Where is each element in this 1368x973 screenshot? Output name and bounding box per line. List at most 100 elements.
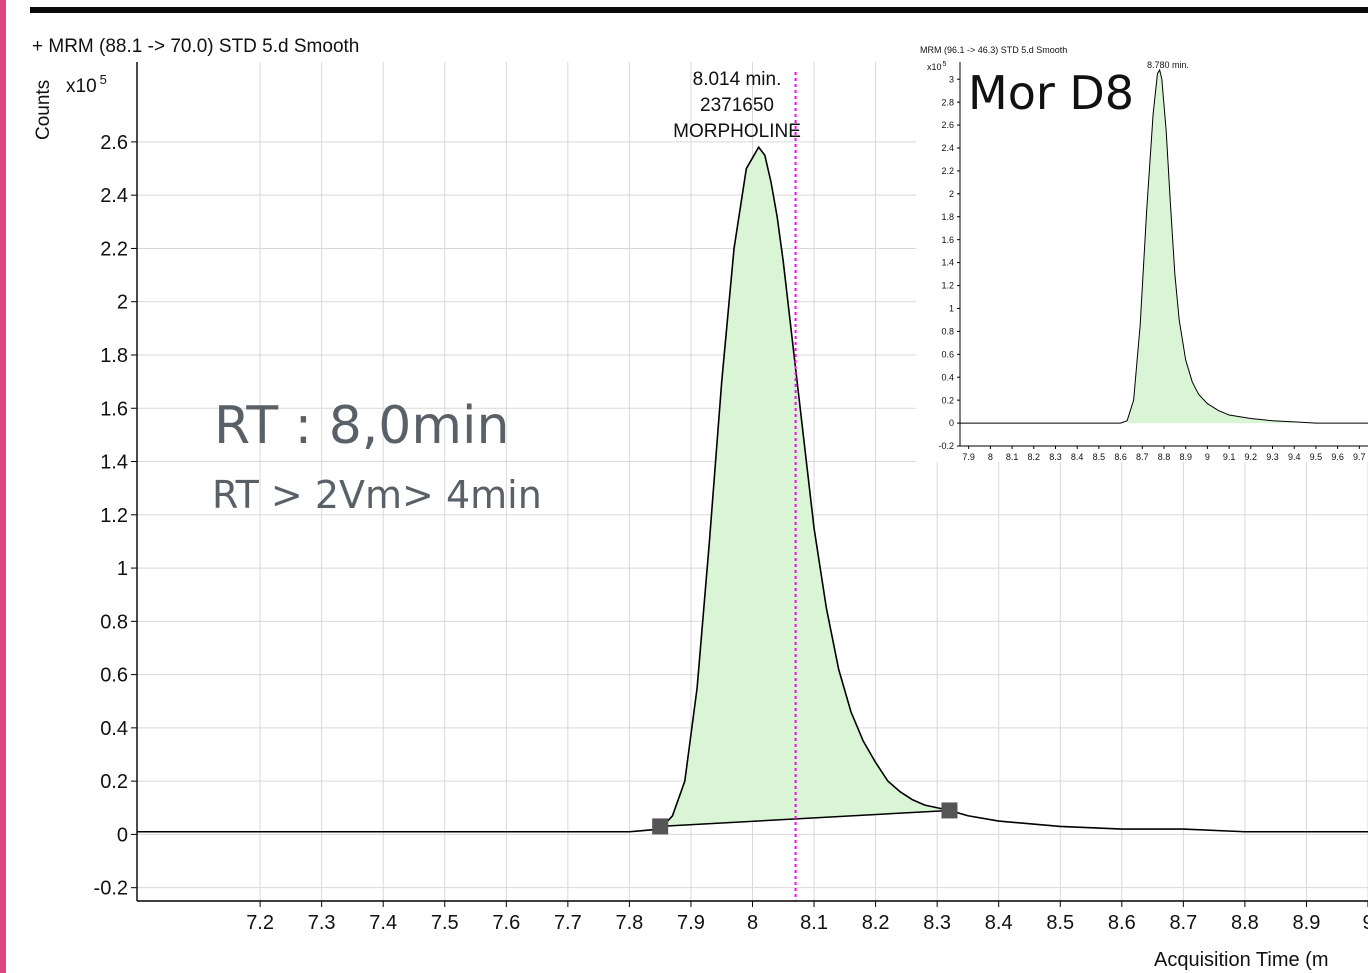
y-tick-label: 1.8 (100, 345, 128, 367)
inset-tick-labels: -0.2 0 0.2 0.4 0.6 0.8 1 1.2 1.4 1.6 1.8 2 2.2 2.4 2.6… (938, 74, 1365, 462)
x-tick-label: 9 (1362, 912, 1368, 934)
x-tick-label: 7.9 (962, 452, 975, 462)
main-peak-group (137, 72, 1368, 901)
x-tick-label: 8.6 (1108, 912, 1136, 934)
y-tick-label: 2 (949, 189, 954, 199)
y-tick-label: 0 (949, 418, 954, 428)
inset-axes (957, 62, 1368, 449)
x-tick-label: 9.1 (1223, 452, 1236, 462)
x-tick-label: 8.5 (1046, 912, 1074, 934)
peak-time-label: 8.014 min. (693, 69, 782, 90)
x-tick-label: 8 (747, 912, 758, 934)
x-tick-label: 8 (988, 452, 993, 462)
integration-baseline (660, 809, 950, 828)
x-tick-label: 7.5 (431, 912, 459, 934)
y-tick-label: 2.6 (100, 132, 128, 154)
y-tick-label: 3 (949, 74, 954, 84)
y-tick-label: -0.2 (94, 878, 128, 900)
y-tick-label: 1.6 (941, 235, 954, 245)
y-tick-label: 2.6 (941, 120, 954, 130)
y-tick-label: 2.2 (100, 238, 128, 260)
x-tick-label: 8.1 (1006, 452, 1019, 462)
peak-fill (1127, 70, 1295, 424)
x-tick-label: 9.3 (1266, 452, 1279, 462)
y-tick-label: 2 (117, 292, 128, 314)
y-tick-label: 1.2 (941, 281, 954, 291)
peak-area-label: 2371650 (700, 95, 774, 116)
x-tick-label: 9.2 (1245, 452, 1258, 462)
y-tick-label: 1.4 (941, 258, 954, 268)
x-tick-label: 8.9 (1293, 912, 1321, 934)
main-peak-labels: 8.014 min. 2371650 MORPHOLINE (673, 69, 801, 142)
y-tick-label: 1 (949, 304, 954, 314)
y-tick-label: 0.6 (941, 349, 954, 359)
x-tick-label: 9.4 (1288, 452, 1301, 462)
y-tick-label: 1 (117, 558, 128, 580)
x-tick-label: 8.6 (1114, 452, 1127, 462)
x-tick-label: 9 (1205, 452, 1210, 462)
y-tick-label: -0.2 (938, 441, 954, 451)
y-tick-label: 1.6 (100, 398, 128, 420)
x-tick-label: 7.3 (308, 912, 336, 934)
main-x-axis-label: Acquisition Time (m (1154, 949, 1329, 971)
x-tick-label: 9.7 (1353, 452, 1366, 462)
integration-marker-end (941, 802, 958, 819)
y-tick-label: 0.2 (941, 395, 954, 405)
rt-annotation: RT : 8,0min (214, 396, 509, 456)
x-tick-label: 8.5 (1093, 452, 1106, 462)
main-tick-labels: -0.2 0 0.2 0.4 0.6 0.8 1 1.2 1.4 1.6 1.8 2 2.2 2.4 2.6… (94, 132, 1368, 934)
inset-peak-time-label: 8.780 min. (1147, 60, 1189, 70)
x-tick-label: 8.4 (1071, 452, 1084, 462)
x-tick-label: 8.8 (1158, 452, 1171, 462)
peak-compound-label: MORPHOLINE (673, 121, 801, 142)
x-tick-label: 8.9 (1179, 452, 1192, 462)
y-tick-label: 0.8 (941, 327, 954, 337)
y-tick-label: 2.4 (100, 185, 128, 207)
y-tick-label: 0.2 (100, 771, 128, 793)
x-tick-label: 8.3 (923, 912, 951, 934)
inset-compound-label: Mor D8 (968, 66, 1134, 120)
x-tick-label: 7.6 (492, 912, 520, 934)
x-tick-label: 8.8 (1231, 912, 1259, 934)
inset-peak-group (960, 68, 1368, 424)
x-tick-label: 7.4 (369, 912, 397, 934)
y-tick-label: 1.2 (100, 505, 128, 527)
signal-trace (137, 145, 1368, 833)
main-chart-title: + MRM (88.1 -> 70.0) STD 5.d Smooth (32, 36, 359, 57)
x-tick-label: 8.2 (862, 912, 890, 934)
inset-y-multiplier: x105 (927, 61, 947, 72)
integration-marker-start (652, 818, 669, 835)
left-accent-bar (0, 0, 6, 973)
y-tick-label: 0.8 (100, 611, 128, 633)
y-tick-label: 1.8 (941, 212, 954, 222)
y-tick-label: 0.6 (100, 665, 128, 687)
x-tick-label: 7.8 (615, 912, 643, 934)
x-tick-label: 7.7 (554, 912, 582, 934)
main-y-multiplier: x10 5 (66, 72, 107, 97)
x-tick-label: 8.3 (1049, 452, 1062, 462)
x-tick-label: 7.9 (677, 912, 705, 934)
y-tick-label: 2.8 (941, 97, 954, 107)
y-tick-label: 0.4 (941, 372, 954, 382)
peak-fill (660, 147, 950, 830)
y-tick-label: 0 (117, 824, 128, 846)
x-tick-label: 8.4 (985, 912, 1013, 934)
y-tick-label: 0.4 (100, 718, 128, 740)
x-tick-label: 9.5 (1310, 452, 1323, 462)
top-rule (30, 7, 1368, 13)
inset-chart-title: MRM (96.1 -> 46.3) STD 5.d Smooth (920, 45, 1067, 55)
signal-trace (960, 68, 1368, 424)
x-tick-label: 8.2 (1028, 452, 1041, 462)
y-tick-label: 2.2 (941, 166, 954, 176)
main-axes (131, 62, 1368, 907)
main-y-axis-label: Counts (33, 80, 54, 140)
y-tick-label: 2.4 (941, 143, 954, 153)
x-tick-label: 7.2 (246, 912, 274, 934)
rt-condition-annotation: RT > 2Vm> 4min (212, 473, 542, 517)
x-tick-label: 8.7 (1169, 912, 1197, 934)
x-tick-label: 8.1 (800, 912, 828, 934)
y-tick-label: 1.4 (100, 452, 128, 474)
x-tick-label: 8.7 (1136, 452, 1149, 462)
x-tick-label: 9.6 (1331, 452, 1344, 462)
